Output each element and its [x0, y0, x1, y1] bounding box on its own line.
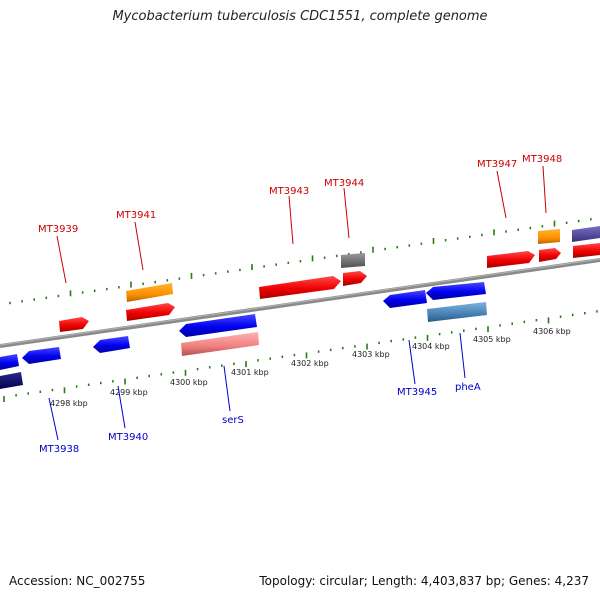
gene-label-forward: MT3939 [38, 224, 78, 235]
gene-reverse [0, 372, 23, 389]
genome-summary-text: Topology: circular; Length: 4,403,837 bp… [259, 574, 589, 588]
label-leader-line [117, 385, 126, 429]
label-leader-line [408, 339, 416, 385]
ruler-label: 4304 kbp [412, 342, 450, 351]
ruler-label: 4306 kbp [533, 327, 571, 336]
label-leader-line [542, 165, 547, 214]
reverse-ruler [3, 310, 598, 402]
gene-forward [538, 229, 560, 244]
map-title: Mycobacterium tuberculosis CDC1551, comp… [112, 9, 488, 24]
label-leader-line [134, 221, 144, 271]
gene-forward [343, 271, 367, 286]
genome-backbone-highlight [0, 258, 600, 346]
gene-reverse [383, 290, 427, 308]
gene-forward [573, 243, 600, 258]
label-leader-line [288, 195, 294, 245]
ruler-label: 4303 kbp [352, 350, 390, 359]
genome-backbone [0, 258, 600, 348]
forward-ruler [9, 218, 592, 305]
gene-label-forward: MT3943 [269, 186, 309, 197]
gene-reverse [179, 314, 257, 337]
gene-forward [59, 317, 89, 332]
gene-forward [259, 276, 341, 299]
gene-label-forward: MT3944 [324, 178, 364, 189]
gene-forward [126, 303, 175, 321]
accession-text: Accession: NC_002755 [9, 574, 146, 588]
gene-reverse [22, 347, 61, 364]
ruler-label: 4300 kbp [170, 378, 208, 387]
ruler-label: 4298 kbp [50, 399, 88, 408]
gene-forward [539, 248, 561, 262]
ruler-label: 4305 kbp [473, 335, 511, 344]
label-leader-line [496, 170, 507, 219]
gene-label-reverse: MT3938 [39, 444, 79, 455]
gene-label-forward: MT3948 [522, 154, 562, 165]
gene-label-reverse: MT3945 [397, 387, 437, 398]
gene-label-reverse: pheA [455, 382, 481, 393]
gene-label-forward: MT3947 [477, 159, 517, 170]
gene-reverse [427, 302, 487, 322]
label-leader-line [223, 365, 231, 412]
gene-forward [487, 251, 535, 268]
label-leader-line [56, 235, 67, 284]
gene-reverse [181, 332, 259, 356]
ruler-label: 4299 kbp [110, 388, 148, 397]
gene-reverse [426, 282, 486, 300]
gene-forward [126, 283, 173, 302]
gene-reverse [93, 336, 130, 353]
gene-label-forward: MT3941 [116, 210, 156, 221]
gene-reverse [0, 354, 19, 370]
label-leader-line [48, 397, 59, 441]
gene-forward [572, 226, 600, 242]
ruler-label: 4301 kbp [231, 368, 269, 377]
label-leader-line [459, 332, 466, 379]
gene-forward [341, 253, 365, 268]
gene-label-reverse: MT3940 [108, 432, 148, 443]
ruler-label: 4302 kbp [291, 359, 329, 368]
label-leader-line [343, 187, 350, 239]
gene-label-reverse: serS [222, 415, 244, 426]
